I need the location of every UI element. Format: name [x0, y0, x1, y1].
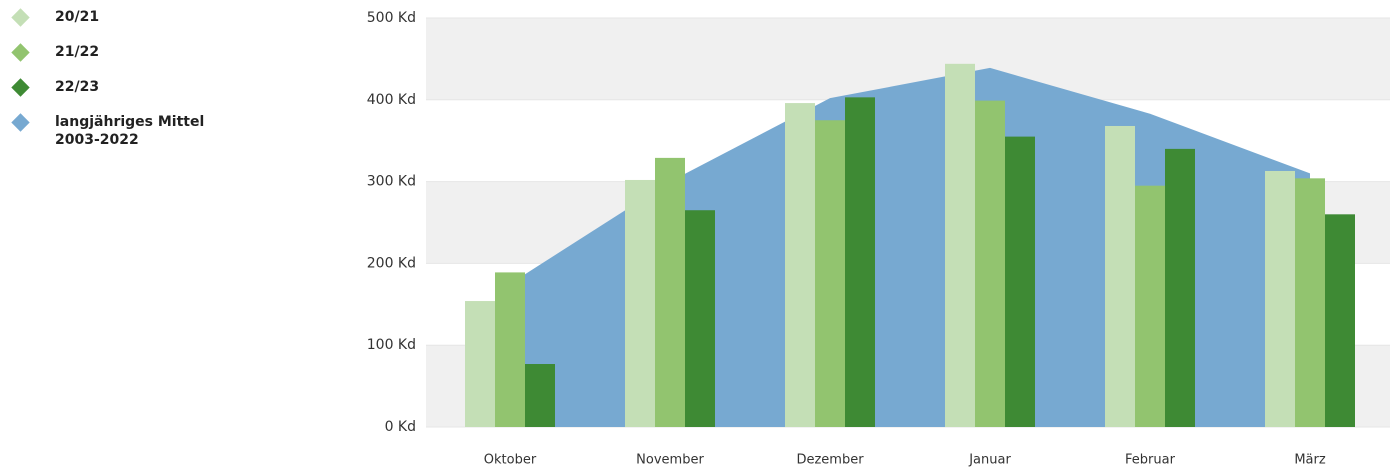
bar	[815, 120, 845, 427]
bar	[785, 103, 815, 428]
bar	[465, 301, 495, 427]
bar	[1135, 185, 1165, 427]
legend-label: 22/23	[55, 79, 100, 95]
bar	[1105, 125, 1135, 427]
legend-item: 21/22	[8, 43, 248, 62]
bar	[1165, 148, 1195, 427]
y-tick-label: 300 Kd	[367, 174, 416, 190]
legend: 20/21 21/22 22/23 langjähriges Mittel 2003-…	[8, 8, 248, 166]
bar	[495, 272, 525, 427]
bar	[1325, 214, 1355, 427]
y-tick-label: 100 Kd	[367, 337, 416, 353]
legend-item: 22/23	[8, 78, 248, 97]
bar	[1295, 178, 1325, 427]
legend-label: 20/21	[55, 9, 100, 25]
x-tick-label: Februar	[1125, 453, 1176, 468]
y-tick-label: 400 Kd	[367, 92, 416, 108]
legend-label: 21/22	[55, 44, 100, 60]
x-tick-label: Januar	[968, 453, 1011, 468]
legend-label: langjähriges Mittel 2003-2022	[55, 114, 205, 148]
x-tick-label: Dezember	[796, 453, 864, 468]
y-tick-label: 200 Kd	[367, 255, 416, 271]
bar	[975, 100, 1005, 428]
x-tick-label: März	[1294, 453, 1326, 468]
y-tick-label: 500 Kd	[367, 10, 416, 26]
bar	[655, 157, 685, 428]
bar	[625, 179, 655, 427]
x-tick-label: November	[636, 453, 704, 468]
bar	[845, 97, 875, 427]
bar	[1265, 170, 1295, 427]
bar	[525, 364, 555, 427]
x-tick-label: Oktober	[484, 453, 537, 468]
y-tick-label: 0 Kd	[385, 419, 416, 435]
bar	[1005, 136, 1035, 428]
legend-item: 20/21	[8, 8, 248, 27]
bar	[685, 210, 715, 427]
bar	[945, 63, 975, 428]
legend-item: langjähriges Mittel 2003-2022	[8, 113, 248, 149]
